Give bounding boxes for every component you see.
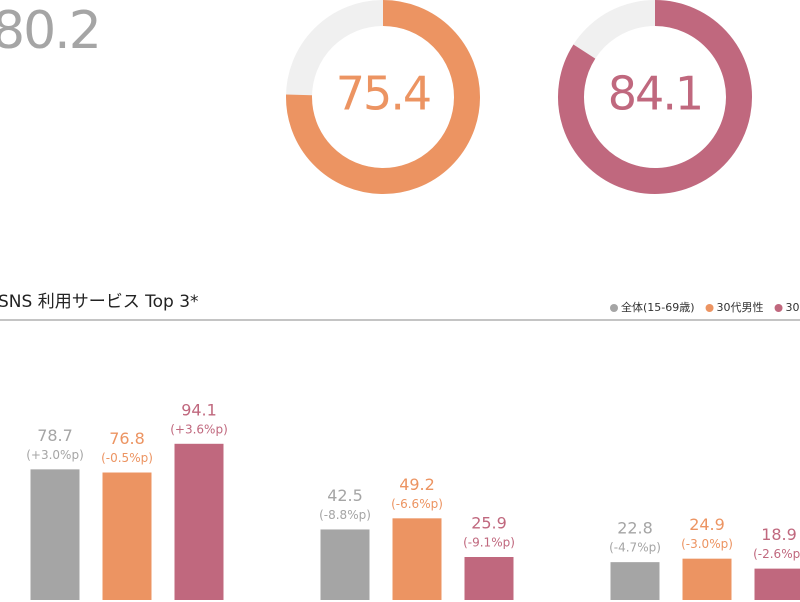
donut-value: 84.1: [608, 67, 702, 121]
bar-change: (-6.6%p): [391, 497, 443, 511]
bar-change: (-0.5%p): [101, 451, 153, 465]
legend-label: 30: [786, 301, 800, 314]
bar-change: (-2.6%p): [753, 547, 800, 561]
bar: [174, 443, 224, 600]
bar-value: 24.9: [689, 515, 725, 534]
legend-label: 全体(15-69歳): [621, 300, 695, 314]
section-title: SNS 利用サービス Top 3*: [0, 292, 199, 312]
legend-label: 30代男性: [717, 300, 764, 314]
legend-dot: [705, 304, 714, 312]
bar-value: 49.2: [399, 475, 435, 494]
donut-arc: [286, 0, 480, 194]
bar-change: (+3.6%p): [170, 422, 228, 436]
bar-change: (-3.0%p): [681, 537, 733, 551]
bar-value: 18.9: [761, 525, 797, 544]
donut-value: 75.4: [336, 67, 430, 121]
bar-value: 25.9: [471, 514, 507, 533]
bar: [30, 469, 80, 600]
bar-value: 42.5: [327, 486, 363, 505]
bar-value: 94.1: [181, 400, 217, 419]
legend-dot: [774, 304, 783, 312]
bar-value: 22.8: [617, 519, 653, 538]
legend-dot: [610, 304, 618, 312]
bar: [754, 568, 800, 600]
stat-value: 80.2: [0, 1, 100, 61]
bar-change: (-9.1%p): [463, 536, 515, 550]
bar-value: 76.8: [109, 429, 145, 448]
donut-arc: [558, 0, 752, 194]
bar: [320, 529, 370, 600]
bar-value: 78.7: [37, 426, 73, 445]
bar: [682, 558, 732, 600]
bar: [464, 557, 514, 600]
bar: [102, 472, 152, 600]
bar-change: (-8.8%p): [319, 508, 371, 522]
bar-change: (-4.7%p): [609, 541, 661, 555]
bar-change: (+3.0%p): [26, 448, 84, 462]
bar: [610, 562, 660, 600]
bar: [392, 518, 442, 600]
